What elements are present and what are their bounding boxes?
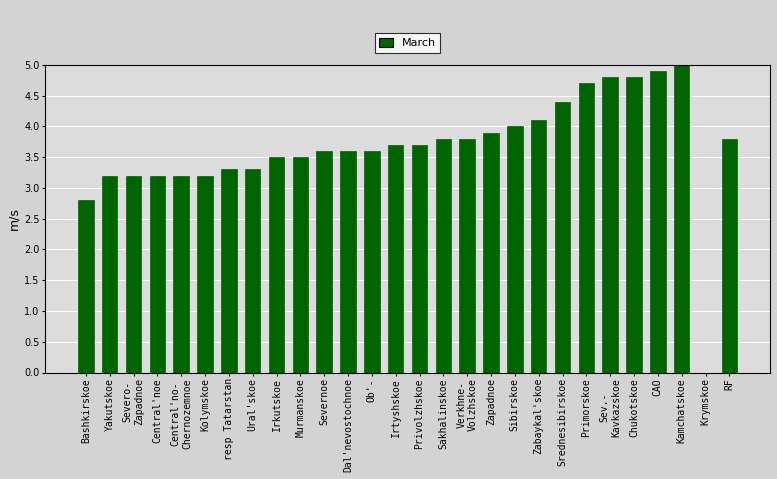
Bar: [150, 176, 165, 373]
Bar: [364, 151, 380, 373]
Bar: [555, 102, 570, 373]
Bar: [483, 133, 499, 373]
Bar: [245, 170, 260, 373]
Bar: [459, 138, 475, 373]
Bar: [102, 176, 117, 373]
Bar: [626, 77, 642, 373]
Bar: [316, 151, 332, 373]
Bar: [722, 138, 737, 373]
Bar: [221, 170, 237, 373]
Bar: [293, 157, 308, 373]
Bar: [579, 83, 594, 373]
Bar: [602, 77, 618, 373]
Bar: [197, 176, 213, 373]
Bar: [507, 126, 523, 373]
Bar: [388, 145, 403, 373]
Bar: [173, 176, 189, 373]
Bar: [340, 151, 356, 373]
Bar: [78, 200, 93, 373]
Bar: [412, 145, 427, 373]
Bar: [269, 157, 284, 373]
Bar: [674, 65, 689, 373]
Bar: [531, 120, 546, 373]
Bar: [436, 138, 451, 373]
Bar: [126, 176, 141, 373]
Y-axis label: m/s: m/s: [7, 207, 20, 230]
Bar: [650, 71, 666, 373]
Legend: March: March: [375, 34, 441, 53]
